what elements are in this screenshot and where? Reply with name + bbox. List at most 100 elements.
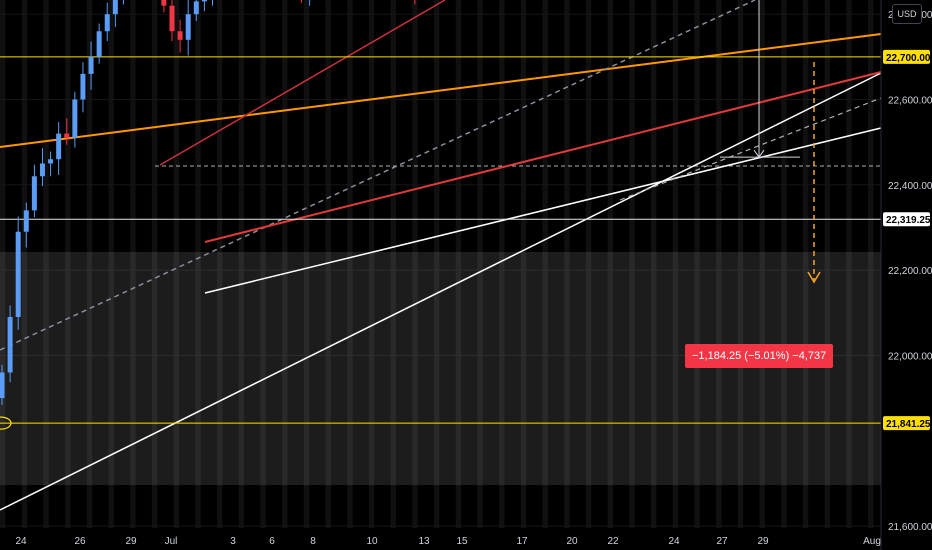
time-tick-label: 24 [668,536,680,547]
session-band [455,0,462,528]
session-band [607,0,613,528]
candle [56,122,62,175]
time-tick-label: 29 [757,536,769,547]
candle [122,0,124,5]
session-band [347,0,353,528]
session-band [716,0,722,528]
time-tick-label: 13 [418,536,430,547]
price-tick-label: 22,400.00 [888,181,932,192]
candle [72,91,78,148]
session-band [43,0,49,528]
session-band [86,0,93,528]
session-band [260,0,266,528]
level-marker [0,416,12,430]
candle [48,151,54,177]
candle [161,0,167,13]
measure-arrow [753,149,765,158]
session-band [542,0,548,528]
session-band [868,0,874,528]
session-band [781,0,787,528]
candle [169,0,175,42]
time-tick-label: 8 [310,536,316,547]
time-tick-label: 6 [269,536,275,547]
time-tick-label: 3 [230,536,236,547]
session-band [217,0,223,528]
dashed-channel-line[interactable] [0,0,756,351]
session-band [651,0,657,528]
level-price-tag [883,49,930,64]
resistance-trendline[interactable] [0,33,882,148]
candle [211,0,213,6]
candle [193,0,199,22]
session-band [759,0,765,528]
session-band [108,0,114,528]
session-band [21,0,28,528]
candle [104,2,110,42]
session-band [824,0,830,528]
long-support-trendline[interactable] [0,72,882,511]
time-tick-label: 20 [566,536,578,547]
time-tick-label: 17 [516,536,528,547]
price-tick-label: 21,600.00 [888,522,932,533]
session-band [846,0,852,528]
support-trendline[interactable] [204,127,882,294]
session-band [520,0,527,528]
candle [112,0,118,27]
level-price-tag [883,416,930,431]
time-tick-label: Aug [863,536,881,547]
time-tick-label: 29 [125,536,137,547]
time-tick-label: 24 [15,536,27,547]
time-tick-label: 10 [366,536,378,547]
candle [201,0,207,12]
session-band [694,0,700,528]
upper-dashed-line[interactable] [619,97,882,201]
session-band [802,0,809,528]
session-band [238,0,245,528]
candle [301,0,303,3]
time-tick-label: Jul [165,536,178,547]
session-band [130,0,136,528]
session-band [303,0,310,528]
session-band [65,0,71,528]
price-tick-label: 22,600.00 [888,96,932,107]
time-tick-label: 26 [74,536,86,547]
candle [96,23,102,64]
currency-selector[interactable]: USD [892,4,922,24]
demand-zone[interactable] [0,252,881,485]
price-tick-label: 22,200.00 [888,266,932,277]
session-band [173,0,179,528]
time-tick-label: 15 [456,536,468,547]
candle [80,62,86,113]
session-band [325,0,331,528]
session-band [368,0,375,528]
candle [177,19,183,53]
session-band [0,0,6,528]
red-steep-line[interactable] [159,0,446,166]
session-band [585,0,592,528]
session-band [477,0,483,528]
session-band [282,0,288,528]
measure-label: −1,184.25 (−5.01%) −4,737 [685,344,834,368]
session-band [629,0,635,528]
red-channel-line[interactable] [204,71,882,243]
candle [64,118,70,145]
time-tick-label: 22 [607,536,619,547]
candle [39,148,45,187]
price-tick-label: 22,000.00 [888,351,932,362]
session-band [499,0,505,528]
session-band [151,0,158,528]
level-price-tag-text: 22,319.25 [886,215,931,226]
candle [23,202,29,248]
candle [31,164,37,218]
session-band [195,0,201,528]
candle [88,41,94,90]
session-band [412,0,418,528]
projection-arrow-head [807,271,821,284]
candle [0,364,5,405]
session-band [737,0,744,528]
session-band [390,0,396,528]
session-band [434,0,440,528]
candle [7,305,13,383]
